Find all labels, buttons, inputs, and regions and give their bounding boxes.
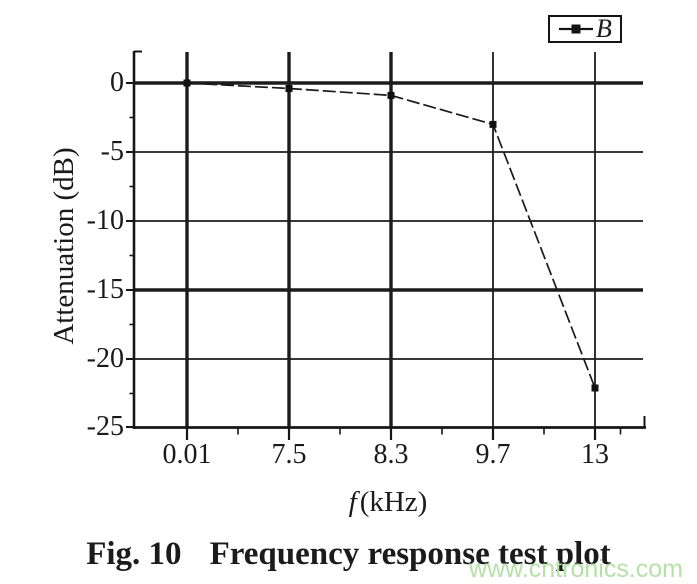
y-tick-label: -25 <box>86 411 124 442</box>
x-tick-label: 13 <box>581 439 609 470</box>
y-tick-label: -10 <box>86 205 124 236</box>
y-tick-label: 0 <box>110 67 124 98</box>
x-tick-label: 8.3 <box>373 439 409 470</box>
x-axis-title: f (kHz) <box>288 486 488 518</box>
axis-spines <box>132 50 646 429</box>
watermark: www.cntronics.com <box>469 555 683 583</box>
x-tick-label: 7.5 <box>271 439 307 470</box>
y-tick-label: -20 <box>86 343 124 374</box>
figure-caption: Fig. 10 Frequency response test plot <box>0 536 697 572</box>
legend-series-label: B <box>596 14 612 43</box>
legend-line-marker-icon <box>559 24 594 34</box>
y-tick-label: -15 <box>86 274 124 305</box>
gridlines <box>134 52 643 427</box>
figure-number: Fig. 10 <box>86 536 182 572</box>
figure-title: Frequency response test plot <box>209 536 611 572</box>
series-markers-B <box>183 79 599 392</box>
x-axis-variable: f <box>348 486 357 518</box>
x-axis-unit: (kHz) <box>359 486 428 518</box>
tick-marks <box>126 82 622 440</box>
y-axis-title: Attenuation (dB) <box>48 147 80 345</box>
legend-box: B <box>548 15 622 43</box>
x-tick-label: 0.01 <box>162 439 212 470</box>
x-tick-label: 9.7 <box>475 439 511 470</box>
y-tick-label: -5 <box>100 136 124 167</box>
